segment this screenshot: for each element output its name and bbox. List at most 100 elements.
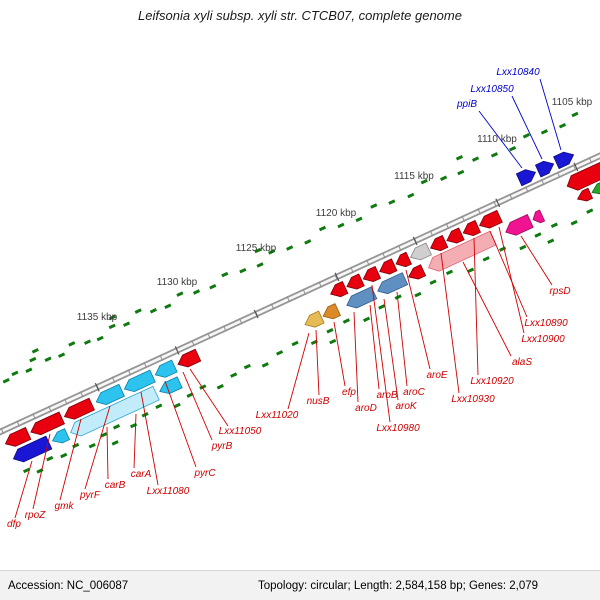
gene-label[interactable]: pyrB xyxy=(211,441,233,452)
scale-minor-tick xyxy=(318,281,322,288)
gene-label[interactable]: alaS xyxy=(512,357,532,368)
gene-arrow[interactable] xyxy=(375,272,409,297)
gene-label[interactable]: Lxx11020 xyxy=(256,410,299,421)
scale-major-tick xyxy=(174,346,180,355)
scale-minor-tick xyxy=(302,288,307,296)
gene-label[interactable]: rpsD xyxy=(549,286,570,297)
gene-arrow[interactable] xyxy=(444,227,465,246)
gene-arrow[interactable] xyxy=(62,397,95,422)
gene-arrow[interactable] xyxy=(3,426,32,449)
scale-minor-tick xyxy=(477,208,481,215)
label-leader-line xyxy=(59,418,82,501)
gene-arrow[interactable] xyxy=(344,273,365,292)
label-leader-line xyxy=(511,95,543,160)
feature-tick xyxy=(388,199,396,205)
scale-minor-tick xyxy=(79,391,84,398)
gene-label[interactable]: aroB xyxy=(376,390,397,401)
gene-arrow[interactable] xyxy=(534,158,556,178)
label-leader-line xyxy=(539,78,562,151)
feature-tick xyxy=(429,279,437,285)
scale-minor-tick xyxy=(493,200,497,208)
label-leader-line xyxy=(405,269,431,370)
gene-arrow[interactable] xyxy=(461,219,482,238)
feature-tick xyxy=(29,356,37,363)
gene-arrow[interactable] xyxy=(477,209,503,231)
feature-tick xyxy=(239,267,247,274)
gene-label[interactable]: carB xyxy=(105,480,126,491)
gene-arrow[interactable] xyxy=(428,234,449,254)
gene-arrow[interactable] xyxy=(515,166,538,187)
gene-arrow[interactable] xyxy=(393,251,412,270)
scale-major-tick xyxy=(253,309,259,319)
gene-arrow[interactable] xyxy=(50,428,71,447)
gene-label[interactable]: aroE xyxy=(426,370,447,381)
feature-tick xyxy=(254,247,262,254)
gene-arrow[interactable] xyxy=(590,175,600,198)
gene-label[interactable]: carA xyxy=(131,469,152,480)
gene-label[interactable]: Lxx10980 xyxy=(376,423,420,434)
gene-arrow[interactable] xyxy=(531,209,546,225)
gene-arrow[interactable] xyxy=(157,376,183,397)
feature-tick xyxy=(60,452,68,459)
gene-label[interactable]: nusB xyxy=(307,396,330,407)
gene-label[interactable]: Lxx11050 xyxy=(219,426,262,437)
gene-label[interactable]: ppiB xyxy=(456,99,477,110)
gene-label[interactable]: gmk xyxy=(55,501,75,512)
feature-tick xyxy=(22,467,31,474)
label-leader-line xyxy=(32,433,51,510)
scale-minor-tick xyxy=(111,376,116,383)
gene-label[interactable]: Lxx10890 xyxy=(524,318,568,329)
gene-arrow[interactable] xyxy=(408,242,432,263)
gene-label[interactable]: Lxx10850 xyxy=(470,84,514,95)
feature-tick xyxy=(337,222,345,229)
label-leader-line xyxy=(140,391,159,486)
scale-minor-tick xyxy=(461,215,466,222)
feature-tick xyxy=(275,350,284,356)
gene-label[interactable]: rpoZ xyxy=(25,510,46,521)
gene-arrow[interactable] xyxy=(361,265,382,284)
gene-arrow[interactable] xyxy=(28,411,66,438)
gene-label[interactable]: aroK xyxy=(395,401,417,412)
feature-tick xyxy=(540,129,548,135)
gene-arrow[interactable] xyxy=(553,149,577,170)
status-bar: Accession: NC_006087 Topology: circular;… xyxy=(0,570,600,600)
gene-arrow[interactable] xyxy=(175,348,202,370)
gene-arrow[interactable] xyxy=(564,158,600,194)
label-leader-line xyxy=(182,371,213,441)
gene-label[interactable]: efp xyxy=(342,387,356,398)
scale-minor-tick xyxy=(64,398,68,405)
gene-arrow[interactable] xyxy=(94,383,125,408)
label-leader-line xyxy=(287,332,310,410)
gene-arrow[interactable] xyxy=(153,359,178,381)
gene-label[interactable]: Lxx11080 xyxy=(147,486,190,497)
feature-tick xyxy=(455,155,464,161)
gene-label[interactable]: Lxx10900 xyxy=(521,334,565,345)
gene-arrow[interactable] xyxy=(302,310,325,330)
gene-label[interactable]: aroD xyxy=(355,403,377,414)
gene-arrow[interactable] xyxy=(320,303,341,322)
label-leader-line xyxy=(440,252,460,394)
gene-arrow[interactable] xyxy=(11,435,53,465)
gene-label[interactable]: aroC xyxy=(403,387,425,398)
gene-label[interactable]: pyrF xyxy=(79,490,101,501)
gene-arrow[interactable] xyxy=(377,258,398,277)
gene-label[interactable]: Lxx10930 xyxy=(451,394,495,405)
feature-tick xyxy=(370,203,378,209)
gene-arrow[interactable] xyxy=(344,286,378,311)
gene-arrow[interactable] xyxy=(406,264,427,283)
feature-tick xyxy=(100,432,108,438)
gene-arrow[interactable] xyxy=(122,369,156,395)
gene-label[interactable]: pyrC xyxy=(193,468,216,479)
gene-arrow[interactable] xyxy=(503,213,534,239)
gene-label[interactable]: Lxx10840 xyxy=(496,67,540,78)
gene-label[interactable]: dfp xyxy=(7,519,21,530)
label-leader-line xyxy=(383,298,399,401)
gene-arrow[interactable] xyxy=(575,187,594,204)
feature-tick xyxy=(216,384,224,390)
genome-title: Leifsonia xyli subsp. xyli str. CTCB07, … xyxy=(138,8,462,23)
gene-label[interactable]: Lxx10920 xyxy=(470,376,514,387)
gene-arrow[interactable] xyxy=(328,280,349,300)
gene-arrow[interactable] xyxy=(68,385,160,439)
scale-minor-tick xyxy=(286,296,291,303)
